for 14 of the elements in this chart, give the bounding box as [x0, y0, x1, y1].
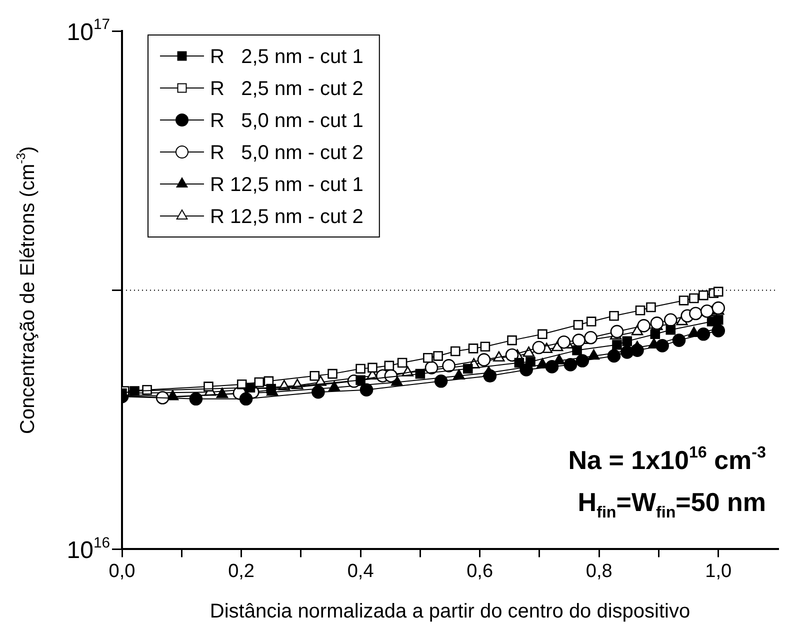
x-tick-label: 0,6: [466, 560, 494, 582]
x-tick-label: 0,8: [586, 560, 612, 582]
x-tick-label: 0,0: [108, 560, 136, 582]
legend-label: R 2,5 nm - cut 1: [210, 46, 364, 68]
x-axis-title: Distância normalizada a partir do centro do dispositivo: [210, 600, 690, 623]
legend-label: R 12,5 nm - cut 1: [210, 174, 364, 196]
legend-label: R 5,0 nm - cut 1: [210, 110, 364, 132]
legend-label: R 5,0 nm - cut 2: [210, 142, 364, 164]
legend-label: R 2,5 nm - cut 2: [210, 78, 364, 100]
legend-label: R 12,5 nm - cut 2: [210, 206, 364, 228]
x-tick-label: 0,2: [228, 560, 254, 582]
x-tick-label: 0,4: [347, 560, 374, 582]
x-tick-label: 1,0: [705, 560, 732, 582]
y-axis-title: Concentração de Elétrons (cm-3): [14, 146, 39, 434]
